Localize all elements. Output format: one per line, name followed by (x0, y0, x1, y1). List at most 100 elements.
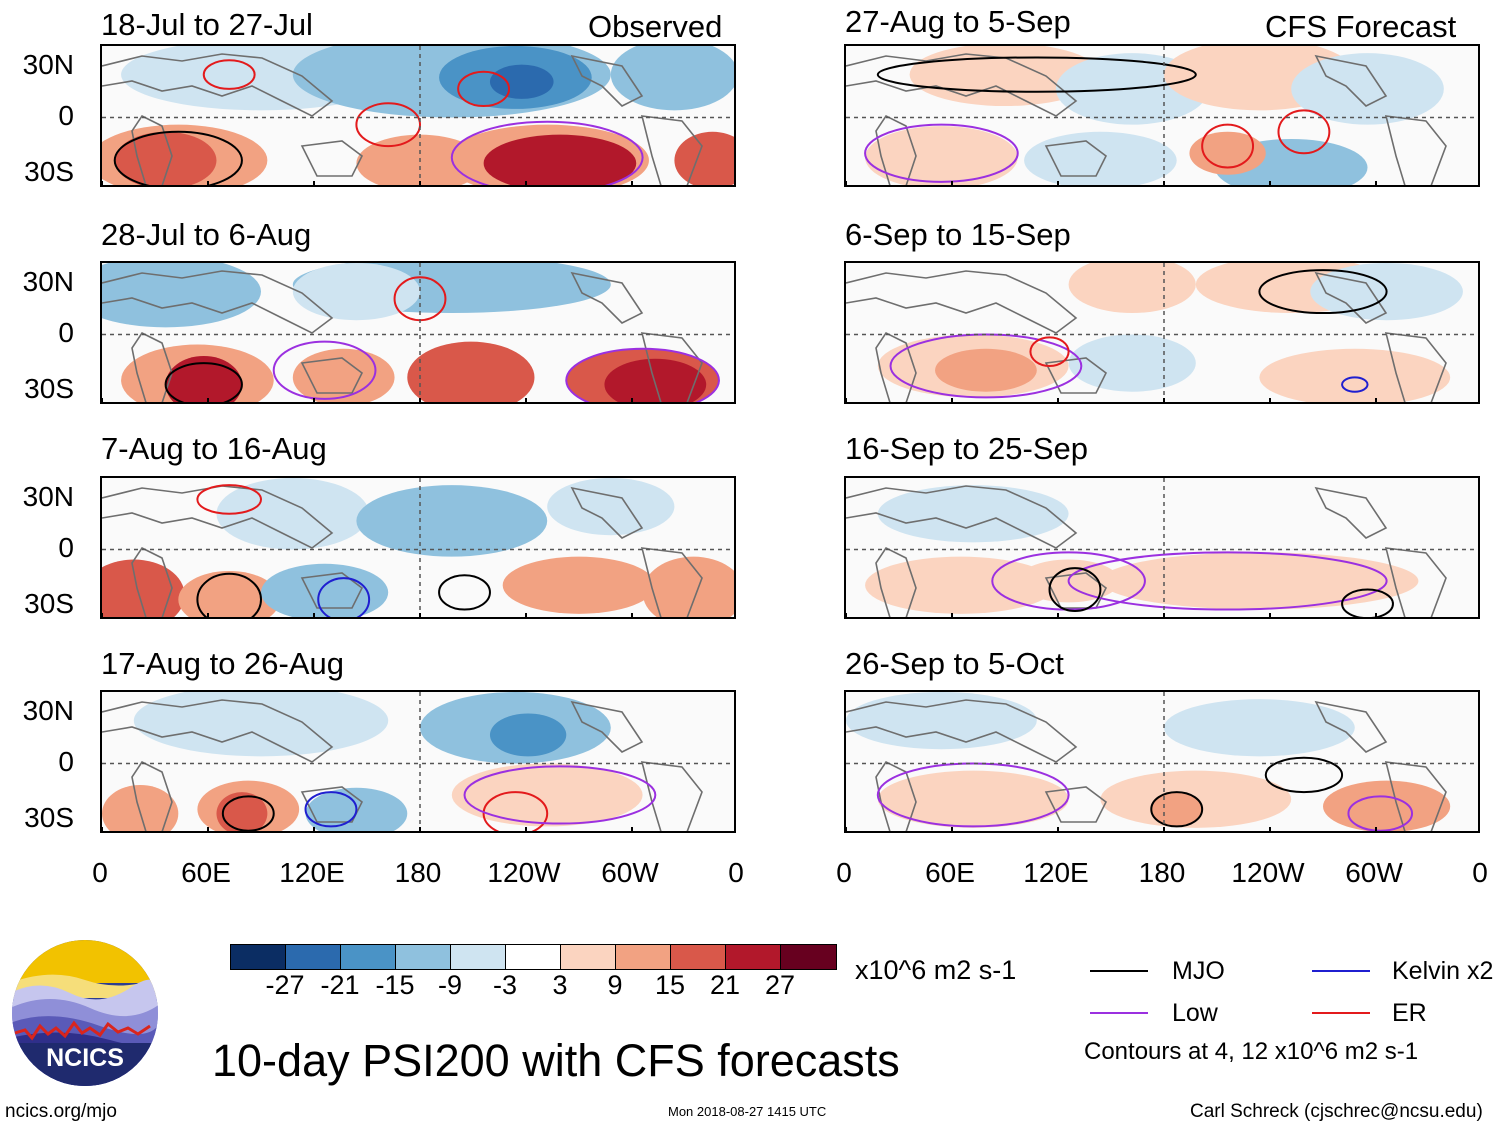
y-axis-label: 0 (58, 99, 74, 131)
field-shading (292, 348, 395, 402)
coastline (102, 699, 334, 763)
legend-er-line (1312, 1012, 1370, 1014)
coastline (102, 485, 334, 549)
y-axis-label: 30S (24, 373, 74, 404)
coastline (570, 486, 644, 539)
field-shading (114, 131, 217, 185)
colorbar-swatch (231, 945, 286, 969)
panel-tag: CFS Forecast (1265, 9, 1457, 44)
colorbar-label: 27 (764, 970, 796, 1000)
coastline (131, 546, 173, 617)
coastline (131, 760, 173, 831)
coastline (875, 546, 917, 617)
legend-kelvin-label: Kelvin x2 (1392, 957, 1494, 985)
x-axis-label: 180 (1138, 857, 1186, 888)
field-shading (846, 692, 1037, 750)
coastline (300, 357, 364, 394)
coastline (1384, 332, 1447, 402)
field-shading (865, 126, 1018, 185)
field-shading (547, 478, 675, 536)
coastline (640, 115, 703, 185)
field-shading (178, 570, 281, 617)
contour-line (221, 795, 275, 831)
field-shading (502, 556, 656, 614)
contour-line (565, 347, 720, 402)
panel-title: 17-Aug to 26-Aug (101, 646, 345, 681)
field-shading (133, 692, 389, 757)
contour-line (876, 56, 1197, 93)
x-axis-label: 120W (487, 857, 561, 888)
contour-line (1341, 376, 1369, 393)
contour-line (1067, 551, 1388, 611)
coastline (1044, 786, 1108, 823)
field-shading (1100, 552, 1419, 610)
colorbar-swatch (341, 945, 396, 969)
x-axis-label: 0 (92, 857, 108, 888)
field-shading (674, 131, 734, 185)
field-shading (292, 263, 420, 321)
legend-mjo-label: MJO (1172, 957, 1225, 985)
map-panel (844, 476, 1480, 619)
contour-line (450, 120, 644, 185)
colorbar-label: 15 (654, 970, 686, 1000)
field-shading (1259, 348, 1451, 402)
y-axis-label: 0 (58, 531, 74, 563)
field-shading (1291, 53, 1444, 125)
coastline (300, 140, 364, 177)
coastline (131, 114, 173, 185)
coastline (1384, 547, 1447, 617)
colorbar-label: -3 (492, 970, 517, 1000)
contour-line (457, 70, 511, 108)
coastline (1384, 761, 1447, 831)
coastline (846, 53, 1078, 117)
footer-url[interactable]: ncics.org/mjo (5, 1101, 117, 1122)
contour-line (196, 572, 262, 617)
colorbar-label: -15 (375, 970, 415, 1000)
coastline (300, 572, 364, 609)
logo-text: NCICS (46, 1044, 124, 1072)
legend-mjo-line (1090, 970, 1148, 972)
y-axis-label: 30N (22, 266, 74, 297)
contour-line (876, 762, 1070, 828)
colorbar-label: -27 (265, 970, 305, 1000)
coastline (131, 331, 173, 402)
coastline (1314, 486, 1388, 539)
colorbar-label: 9 (607, 970, 623, 1000)
legend-note: Contours at 4, 12 x10^6 m2 s-1 (1084, 1038, 1419, 1065)
x-axis-label: 0 (728, 857, 744, 888)
coastline (846, 270, 1078, 334)
panel-title: 27-Aug to 5-Sep (845, 4, 1071, 39)
colorbar-swatch (286, 945, 341, 969)
colorbar-units: x10^6 m2 s-1 (855, 955, 1017, 985)
footer-timestamp: Mon 2018-08-27 1415 UTC (668, 1104, 827, 1119)
panel-title: 16-Sep to 25-Sep (845, 431, 1089, 466)
contour-line (463, 765, 657, 825)
colorbar (230, 944, 837, 970)
contour-line (482, 791, 549, 831)
field-shading (102, 784, 179, 831)
coastline (875, 760, 917, 831)
legend-low-label: Low (1172, 999, 1218, 1027)
field-shading (1189, 131, 1266, 175)
y-axis-label: 30N (22, 481, 74, 512)
contour-line (1264, 756, 1344, 794)
contour-line (1258, 269, 1388, 315)
contour-line (438, 574, 491, 611)
x-axis-label: 120E (279, 857, 345, 888)
field-shading (642, 556, 734, 617)
coastline (640, 332, 703, 402)
colorbar-swatch (451, 945, 506, 969)
contour-line (164, 362, 243, 402)
main-title: 10-day PSI200 with CFS forecasts (212, 1035, 900, 1086)
coastline (570, 54, 644, 107)
field-shading (877, 485, 1069, 543)
map-panel (844, 690, 1480, 833)
field-shading (102, 263, 261, 328)
ncics-logo: NCICS (10, 938, 160, 1088)
contour-line (1029, 336, 1070, 367)
field-shading (489, 713, 567, 757)
panel-title: 18-Jul to 27-Jul (101, 7, 313, 42)
field-shading (877, 770, 1069, 828)
x-axis-label: 60W (601, 857, 659, 888)
contour-line (1341, 588, 1394, 617)
